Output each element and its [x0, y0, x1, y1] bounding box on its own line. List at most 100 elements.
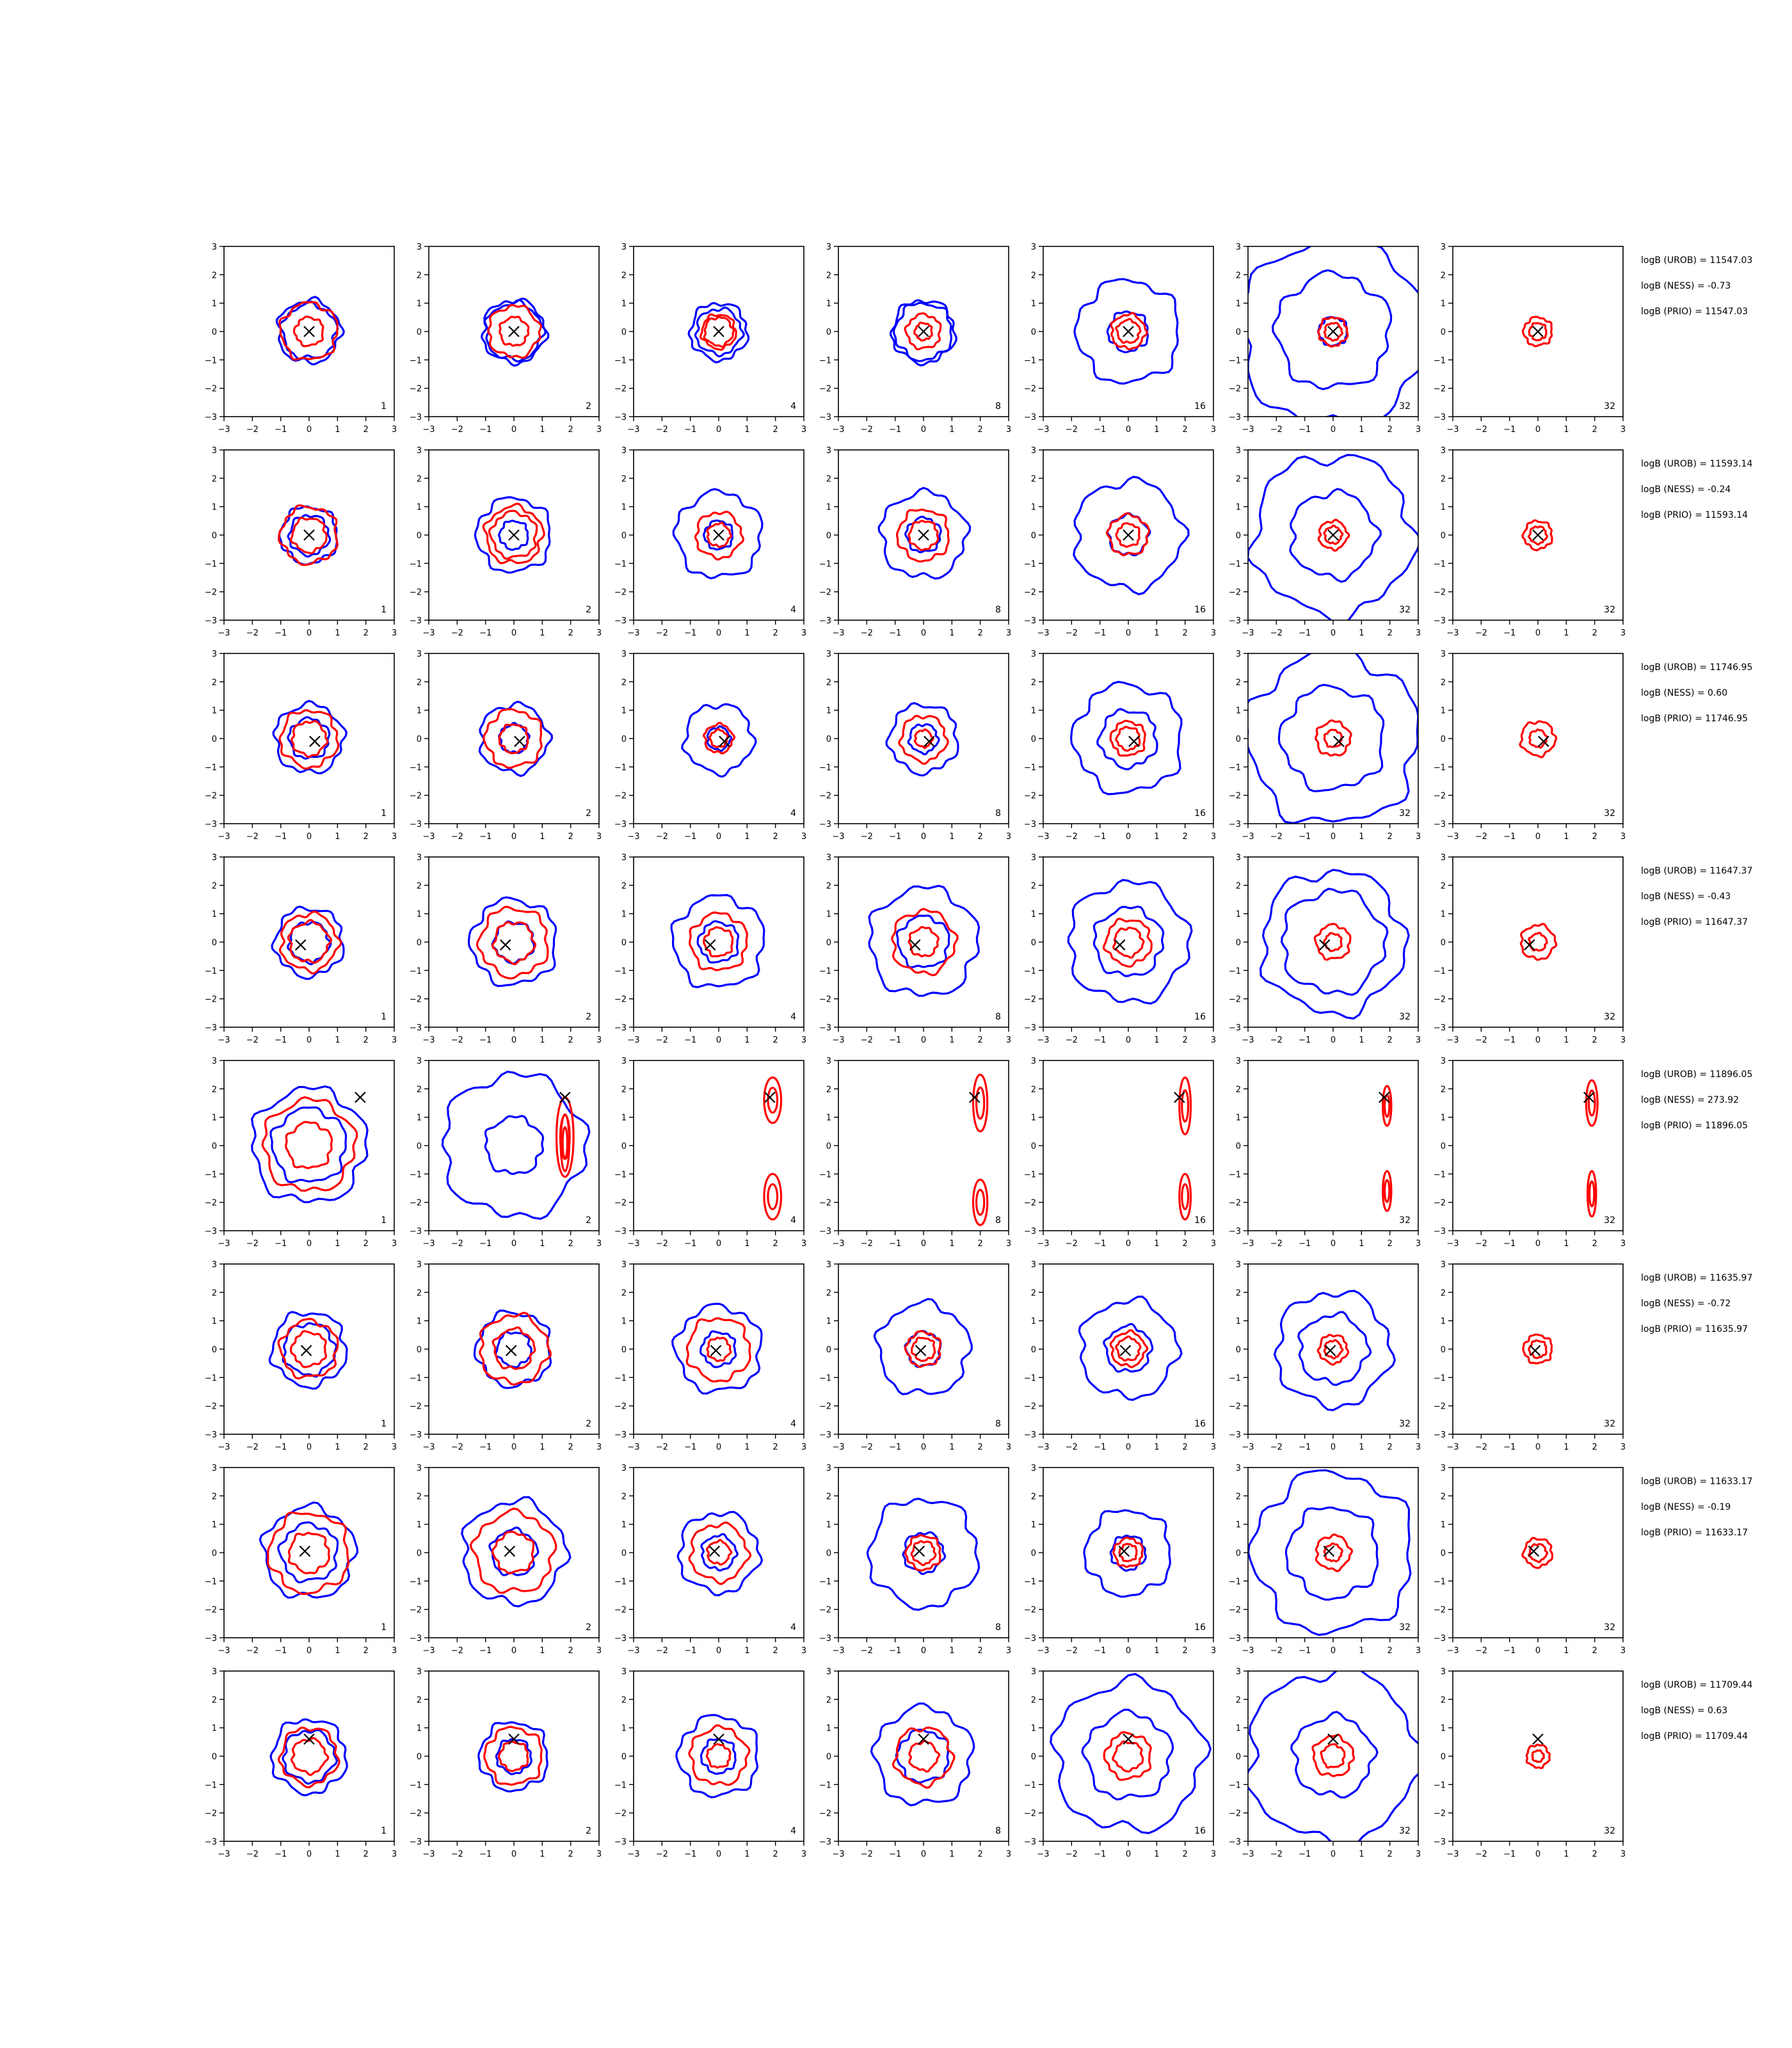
x-tick-label: 2 — [568, 425, 573, 435]
red-contour — [975, 1086, 986, 1120]
x-tick-label: −2 — [451, 832, 463, 842]
true-point-marker — [1114, 939, 1126, 951]
x-tick-label: −2 — [451, 1850, 463, 1859]
x-tick-label: −1 — [1299, 1239, 1311, 1249]
red-contour — [278, 504, 339, 566]
x-tick-label: −2 — [451, 1239, 463, 1249]
true-point-marker — [355, 1091, 366, 1103]
blue-contour — [287, 716, 331, 760]
x-tick-label: −2 — [1270, 1239, 1283, 1249]
y-tick-label: −2 — [1024, 385, 1036, 394]
x-tick-label: 1 — [949, 832, 954, 842]
x-tick-label: 0 — [1331, 832, 1336, 842]
red-contour — [904, 312, 942, 351]
x-tick-label: 2 — [1183, 1646, 1188, 1656]
x-tick-label: 3 — [1006, 425, 1011, 435]
blue-contour — [892, 301, 952, 362]
x-tick-label: 3 — [1620, 628, 1626, 638]
y-tick-label: −1 — [819, 1373, 831, 1383]
x-tick-label: 3 — [801, 832, 806, 842]
y-tick-label: 0 — [212, 1142, 217, 1151]
contour-layer — [441, 1070, 591, 1220]
blue-contour — [259, 1501, 358, 1599]
y-tick-label: 0 — [1031, 735, 1036, 744]
y-tick-label: 2 — [1236, 1288, 1241, 1298]
y-tick-label: −1 — [1229, 559, 1241, 569]
true-point-marker — [1123, 1733, 1134, 1745]
x-tick-label: −2 — [1066, 1239, 1078, 1249]
y-tick-label: 3 — [621, 243, 627, 252]
x-tick-label: −1 — [479, 1850, 492, 1859]
x-tick-label: 3 — [596, 832, 602, 842]
x-tick-label: −2 — [451, 1646, 463, 1656]
logb-annotation: logB (NESS) = -0.43 — [1641, 892, 1731, 902]
y-tick-label: 3 — [212, 243, 217, 252]
y-tick-label: −2 — [205, 792, 217, 801]
x-tick-label: −1 — [684, 1443, 696, 1452]
y-tick-label: −2 — [1434, 1402, 1446, 1412]
y-tick-label: 3 — [1236, 243, 1241, 252]
blue-contour — [272, 700, 348, 775]
y-tick-label: −1 — [819, 763, 831, 772]
x-tick-label: 3 — [1211, 1239, 1216, 1249]
y-tick-label: 1 — [1031, 503, 1036, 513]
x-tick-label: 3 — [392, 832, 397, 842]
red-contour — [767, 1183, 779, 1210]
red-contour — [1528, 1542, 1549, 1564]
axes-frame — [633, 653, 804, 824]
y-tick-label: 1 — [417, 910, 422, 920]
y-tick-label: −1 — [1024, 1577, 1036, 1587]
x-tick-label: −1 — [1503, 628, 1516, 638]
contour-layer — [271, 905, 345, 980]
y-tick-label: 3 — [826, 1667, 831, 1677]
y-tick-label: 3 — [417, 650, 422, 659]
true-point-marker — [1532, 529, 1544, 541]
x-tick-label: 0 — [921, 1036, 926, 1045]
y-tick-label: −3 — [1024, 1227, 1036, 1236]
y-tick-label: −3 — [205, 413, 217, 422]
true-point-marker — [1123, 326, 1134, 337]
y-tick-label: 2 — [826, 1695, 831, 1705]
red-contour — [972, 1073, 989, 1133]
y-tick-label: −3 — [614, 1837, 627, 1847]
y-tick-label: 0 — [826, 328, 831, 337]
x-tick-label: 0 — [716, 1646, 721, 1656]
x-tick-label: −3 — [1446, 425, 1459, 435]
y-tick-label: −1 — [410, 356, 422, 365]
axes-frame — [223, 1670, 395, 1842]
y-tick-label: 3 — [417, 243, 422, 252]
x-tick-label: −3 — [422, 1646, 435, 1656]
y-tick-label: −2 — [205, 995, 217, 1005]
x-tick-label: −2 — [861, 628, 873, 638]
x-tick-label: 0 — [307, 1036, 312, 1045]
y-tick-label: 3 — [621, 1057, 627, 1066]
subplot-r1-c1: −3 −2 −1 0 1 2 3 −3 −2 −1 0 1 2 3 1 — [205, 243, 397, 435]
x-tick-label: 0 — [1331, 1850, 1336, 1859]
logb-annotation: logB (UROB) = 11547.03 — [1641, 255, 1752, 266]
y-tick-label: 3 — [417, 1667, 422, 1677]
subplot-r3-c7: −3 −2 −1 0 1 2 3 −3 −2 −1 0 1 2 3 32 — [1434, 650, 1626, 842]
y-tick-label: −2 — [1229, 995, 1241, 1005]
axes-frame — [838, 856, 1009, 1028]
y-tick-label: 2 — [417, 1288, 422, 1298]
contour-layer — [877, 486, 972, 580]
y-tick-label: 3 — [1441, 1057, 1446, 1066]
true-point-marker — [918, 1733, 929, 1745]
corner-label: 8 — [995, 1419, 1001, 1429]
y-tick-label: −2 — [1024, 1402, 1036, 1412]
corner-label: 16 — [1194, 1215, 1206, 1226]
y-tick-label: 0 — [1236, 1345, 1241, 1355]
x-tick-label: 0 — [716, 1239, 721, 1249]
red-contour — [1105, 512, 1151, 557]
red-contour — [706, 522, 733, 548]
red-contour — [688, 911, 749, 972]
x-tick-label: 1 — [949, 1443, 954, 1452]
y-tick-label: −1 — [1024, 356, 1036, 365]
y-tick-label: 1 — [1236, 1521, 1241, 1530]
x-tick-label: −1 — [889, 425, 901, 435]
y-tick-label: 1 — [1031, 1521, 1036, 1530]
corner-label: 16 — [1194, 605, 1206, 615]
y-tick-label: 0 — [212, 1549, 217, 1558]
x-tick-label: 2 — [1388, 1443, 1393, 1452]
corner-label: 1 — [381, 1826, 387, 1836]
